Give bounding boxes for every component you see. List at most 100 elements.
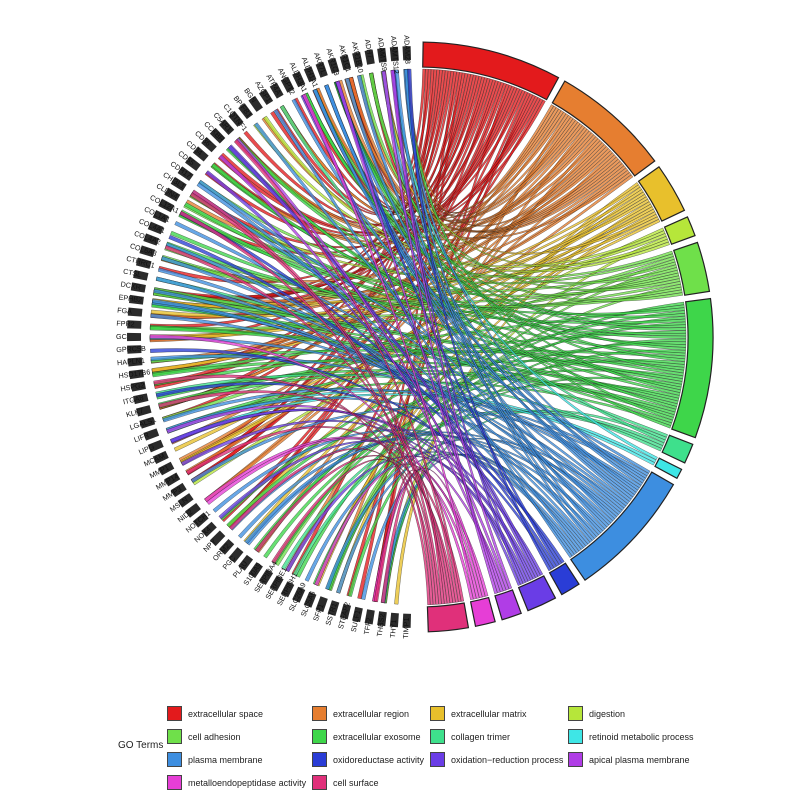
legend-swatch <box>430 752 445 767</box>
gene-block-63 <box>315 596 328 613</box>
term-arc-3 <box>663 216 696 245</box>
legend-swatch <box>312 775 327 790</box>
legend-swatch <box>430 729 445 744</box>
ribbon-203 <box>404 68 601 536</box>
ribbon-184 <box>345 77 637 495</box>
ribbon-103 <box>380 70 669 268</box>
gene-block-12 <box>258 88 274 106</box>
legend-label: oxidoreductase activity <box>333 754 425 765</box>
gene-block-44 <box>147 439 164 453</box>
ribbon-132 <box>210 163 687 337</box>
term-arc-6 <box>661 434 694 464</box>
gene-block-52 <box>201 521 217 538</box>
ribbon-257 <box>153 374 431 606</box>
gene-block-60 <box>280 581 295 598</box>
ribbon-168 <box>279 105 666 444</box>
gene-block-46 <box>158 461 175 476</box>
gene-block-19 <box>192 146 209 162</box>
legend-item-8: plasma membrane <box>167 752 263 767</box>
legend-label: cell adhesion <box>188 731 241 742</box>
legend-label: extracellular region <box>333 708 410 719</box>
legend-swatch <box>167 706 182 721</box>
gene-block-40 <box>133 393 149 405</box>
ribbon-159 <box>156 369 677 413</box>
gene-label-63: SFP1 <box>311 602 326 622</box>
ribbon-158 <box>226 146 678 410</box>
gene-label-38: HSD17B6 <box>118 367 151 380</box>
gene-block-48 <box>170 482 187 498</box>
term-arc-13 <box>426 602 470 633</box>
legend-item-9: oxidoreductase activity <box>312 752 424 767</box>
legend-swatch <box>167 729 182 744</box>
gene-block-16 <box>218 119 235 135</box>
legend-item-13: cell surface <box>312 775 379 790</box>
term-arc-layer <box>422 41 714 633</box>
gene-block-53 <box>209 530 226 547</box>
ribbon-145 <box>333 81 685 374</box>
gene-block-21 <box>177 166 194 181</box>
gene-label-35: GC <box>116 332 127 341</box>
gene-block-69 <box>389 612 399 628</box>
ribbon-247 <box>233 139 459 603</box>
ribbon-229 <box>218 440 529 583</box>
gene-label-2: ADAMTS9 <box>376 37 389 72</box>
gene-label-43: LIFR <box>133 430 151 444</box>
ribbon-198 <box>244 434 612 545</box>
legend-swatch <box>568 752 583 767</box>
gene-block-33 <box>127 307 143 317</box>
ribbon-256 <box>179 210 434 605</box>
gene-label-37: HAPLN1 <box>117 356 146 367</box>
gene-block-62 <box>303 591 317 608</box>
legend-item-12: metalloendopeptidase activity <box>167 775 306 790</box>
gene-label-1: ADAMTS12 <box>389 36 401 75</box>
gene-block-47 <box>164 472 181 487</box>
gene-label-41: KLK7 <box>125 406 144 419</box>
term-arc-9 <box>548 562 580 596</box>
gene-label-40: ITGA8 <box>122 393 144 406</box>
ribbon-218 <box>179 211 562 565</box>
gene-label-36: GPRC5B <box>116 344 146 354</box>
legend-swatch <box>312 706 327 721</box>
legend-swatch <box>568 729 583 744</box>
ribbon-187 <box>324 84 632 502</box>
term-arc-11 <box>494 589 523 621</box>
ribbon-180 <box>356 74 643 486</box>
legend-title: GO Terms <box>118 740 164 751</box>
legend-swatch <box>430 706 445 721</box>
gene-block-1 <box>389 46 399 62</box>
legend-label: metalloendopeptidase activity <box>188 777 307 788</box>
ribbon-221 <box>150 348 555 570</box>
gene-block-56 <box>238 554 254 571</box>
term-arc-10 <box>517 575 557 612</box>
gene-block-58 <box>258 568 274 586</box>
gene-label-32: EPHB2 <box>118 292 143 304</box>
legend-label: cell surface <box>333 777 379 788</box>
gene-block-8 <box>303 66 317 83</box>
gene-label-34: FPR2 <box>116 319 135 329</box>
gene-block-45 <box>152 450 169 464</box>
ribbon-249 <box>254 455 453 604</box>
gene-block-2 <box>377 47 387 63</box>
chord-diagram: ADAM28ADAMTS12ADAMTS9ADH7AKR1B10AKR1C1AK… <box>116 35 714 639</box>
legend-label: apical plasma membrane <box>589 754 690 765</box>
term-arc-2 <box>637 166 686 222</box>
gene-label-33: FGA <box>117 306 133 316</box>
gene-block-65 <box>339 603 352 620</box>
gene-block-41 <box>135 405 152 417</box>
ribbon-34 <box>217 87 520 234</box>
gene-block-42 <box>139 416 156 429</box>
legend-label: extracellular space <box>188 708 264 719</box>
legend-item-4: cell adhesion <box>167 729 241 744</box>
legend-label: collagen trimer <box>451 731 511 742</box>
gene-block-7 <box>315 61 328 78</box>
term-arc-5 <box>671 297 714 439</box>
ribbon-191 <box>174 221 625 511</box>
gene-label-3: ADH7 <box>363 39 375 59</box>
term-arc-4 <box>672 241 711 296</box>
gene-block-50 <box>184 502 201 518</box>
term-arc-0 <box>422 41 560 101</box>
gene-block-4 <box>352 51 363 68</box>
legend-label: retinoid metabolic process <box>589 731 694 742</box>
gene-block-15 <box>228 111 244 127</box>
legend-item-5: extracellular exosome <box>312 729 421 744</box>
